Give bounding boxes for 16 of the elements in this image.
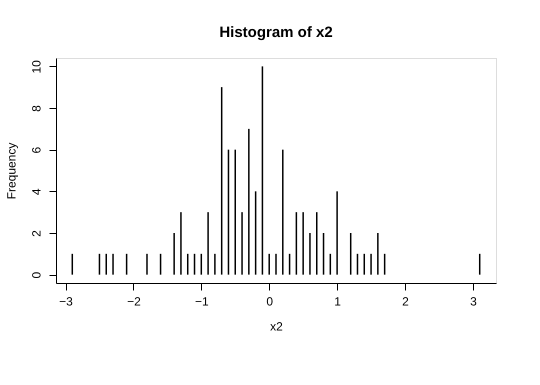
y-axis-title: Frequency <box>4 142 18 200</box>
y-tick-label: 4 <box>30 188 44 196</box>
y-tick-label: 6 <box>30 146 44 154</box>
x-axis-title: x2 <box>270 320 284 334</box>
y-tick-label: 8 <box>30 104 44 112</box>
x-tick-label: 1 <box>334 294 342 308</box>
x-tick-label: 2 <box>402 294 410 308</box>
y-tick-label: 10 <box>30 60 44 74</box>
x-tick-label: 0 <box>266 294 274 308</box>
x-tick-label: −2 <box>127 294 142 308</box>
y-tick-label: 2 <box>30 230 44 237</box>
x-tick-label: −3 <box>59 294 74 308</box>
x-tick-label: −1 <box>194 294 209 308</box>
y-tick-label: 0 <box>30 272 44 279</box>
chart-title: Histogram of x2 <box>219 24 333 41</box>
x-tick-label: 3 <box>470 294 478 308</box>
